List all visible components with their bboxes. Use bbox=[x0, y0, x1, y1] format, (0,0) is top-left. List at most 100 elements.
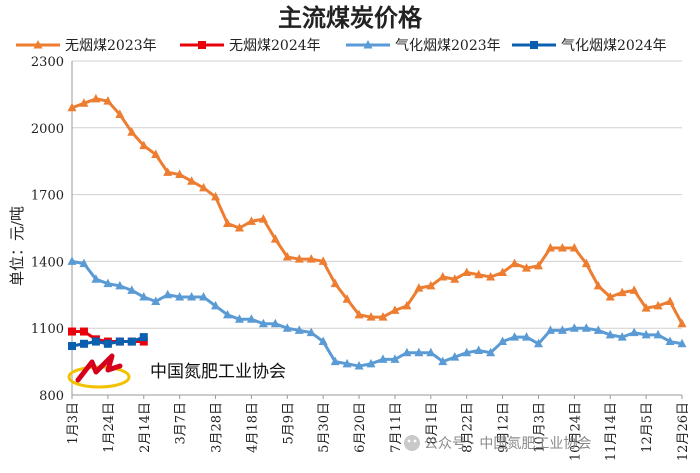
data-point bbox=[67, 256, 77, 265]
data-point bbox=[91, 274, 101, 283]
data-point bbox=[79, 327, 88, 336]
y-tick-label: 2000 bbox=[31, 122, 64, 137]
data-point bbox=[354, 309, 364, 319]
data-point bbox=[330, 356, 340, 366]
data-point bbox=[139, 292, 149, 301]
data-point bbox=[139, 337, 148, 346]
legend-item-4: 气化烟煤2024年 bbox=[512, 38, 667, 54]
data-point bbox=[318, 336, 328, 346]
data-point bbox=[366, 312, 376, 321]
y-tick-label: 1100 bbox=[31, 322, 64, 337]
wechat-icon bbox=[404, 435, 420, 451]
data-point bbox=[187, 176, 197, 185]
y-axis-ticks: 800 1100 1400 1700 2000 2300 bbox=[31, 55, 64, 404]
data-point bbox=[581, 323, 591, 332]
data-point bbox=[222, 218, 232, 228]
data-point bbox=[199, 292, 209, 301]
data-point bbox=[151, 149, 161, 159]
x-tick-label: 11月14日 bbox=[604, 402, 619, 461]
x-tick-label: 8月22日 bbox=[461, 402, 476, 453]
data-point bbox=[665, 336, 675, 346]
data-point bbox=[282, 251, 292, 261]
data-point bbox=[199, 182, 209, 192]
x-tick-label: 6月20日 bbox=[353, 402, 368, 453]
series-layer bbox=[67, 93, 687, 370]
data-point bbox=[330, 278, 340, 288]
data-point bbox=[246, 216, 256, 225]
data-point bbox=[234, 223, 244, 232]
data-point bbox=[211, 191, 221, 201]
data-point bbox=[653, 300, 663, 310]
data-point bbox=[581, 258, 591, 268]
data-point bbox=[378, 354, 388, 363]
wechat-watermark: 公众号 · 中国氮肥工业协会 bbox=[404, 435, 591, 452]
data-point bbox=[629, 285, 639, 294]
data-point bbox=[234, 314, 244, 323]
data-point bbox=[366, 358, 376, 368]
data-point bbox=[115, 280, 125, 290]
series-1 bbox=[67, 93, 687, 328]
data-point bbox=[569, 243, 579, 252]
data-point bbox=[486, 271, 496, 281]
data-point bbox=[342, 358, 352, 368]
data-point bbox=[653, 329, 663, 339]
data-point bbox=[67, 102, 77, 112]
legend-marker-icon bbox=[530, 41, 538, 49]
logo-mark-icon bbox=[75, 353, 123, 383]
data-point bbox=[139, 333, 148, 342]
data-point bbox=[605, 329, 615, 339]
legend-label: 气化烟煤2023年 bbox=[395, 38, 501, 54]
data-point bbox=[139, 140, 149, 150]
x-tick-label: 4月18日 bbox=[245, 402, 260, 453]
data-point bbox=[282, 323, 292, 332]
x-tick-label: 3月7日 bbox=[174, 402, 189, 445]
x-tick-label: 5月30日 bbox=[317, 402, 332, 453]
y-tick-label: 2300 bbox=[31, 55, 64, 70]
data-point bbox=[258, 214, 268, 223]
data-point bbox=[79, 339, 88, 348]
org-name: 中国氮肥工业协会 bbox=[150, 362, 286, 382]
data-point bbox=[103, 278, 113, 288]
data-point bbox=[617, 287, 627, 297]
data-point bbox=[79, 258, 89, 268]
data-point bbox=[163, 167, 173, 176]
data-point bbox=[306, 327, 316, 337]
x-tick-label: 10月24日 bbox=[568, 402, 583, 461]
data-point bbox=[426, 280, 436, 290]
data-point bbox=[258, 318, 268, 328]
data-point bbox=[127, 337, 136, 346]
legend-marker-icon bbox=[198, 41, 206, 49]
x-tick-label: 12月5日 bbox=[640, 402, 655, 453]
data-point bbox=[641, 303, 651, 312]
data-point bbox=[426, 347, 436, 357]
legend-item-1: 无烟煤2023年 bbox=[16, 38, 157, 54]
data-point bbox=[593, 325, 603, 334]
legend-item-2: 无烟煤2024年 bbox=[180, 38, 321, 54]
legend-label: 无烟煤2023年 bbox=[65, 38, 157, 54]
data-point bbox=[462, 267, 472, 277]
data-point bbox=[306, 254, 316, 263]
wechat-account-label: 公众号 · 中国氮肥工业协会 bbox=[424, 436, 591, 452]
x-tick-label: 8月1日 bbox=[425, 402, 440, 445]
data-point bbox=[438, 356, 448, 366]
data-point bbox=[450, 352, 460, 361]
data-point bbox=[79, 98, 89, 107]
series-3 bbox=[67, 256, 687, 370]
data-point bbox=[163, 289, 173, 299]
data-point bbox=[402, 347, 412, 357]
data-point bbox=[390, 354, 400, 363]
data-point bbox=[522, 332, 532, 341]
x-tick-label: 7月11日 bbox=[389, 402, 404, 453]
x-tick-label: 1月3日 bbox=[66, 402, 81, 445]
data-point bbox=[294, 325, 304, 334]
x-tick-label: 5月9日 bbox=[281, 402, 296, 445]
data-point bbox=[222, 309, 232, 319]
y-tick-label: 1400 bbox=[31, 255, 64, 270]
data-point bbox=[665, 296, 675, 305]
data-point bbox=[462, 347, 472, 357]
y-tick-label: 1700 bbox=[31, 189, 64, 204]
data-point bbox=[474, 345, 484, 354]
data-point bbox=[294, 254, 304, 263]
data-point bbox=[545, 325, 555, 334]
